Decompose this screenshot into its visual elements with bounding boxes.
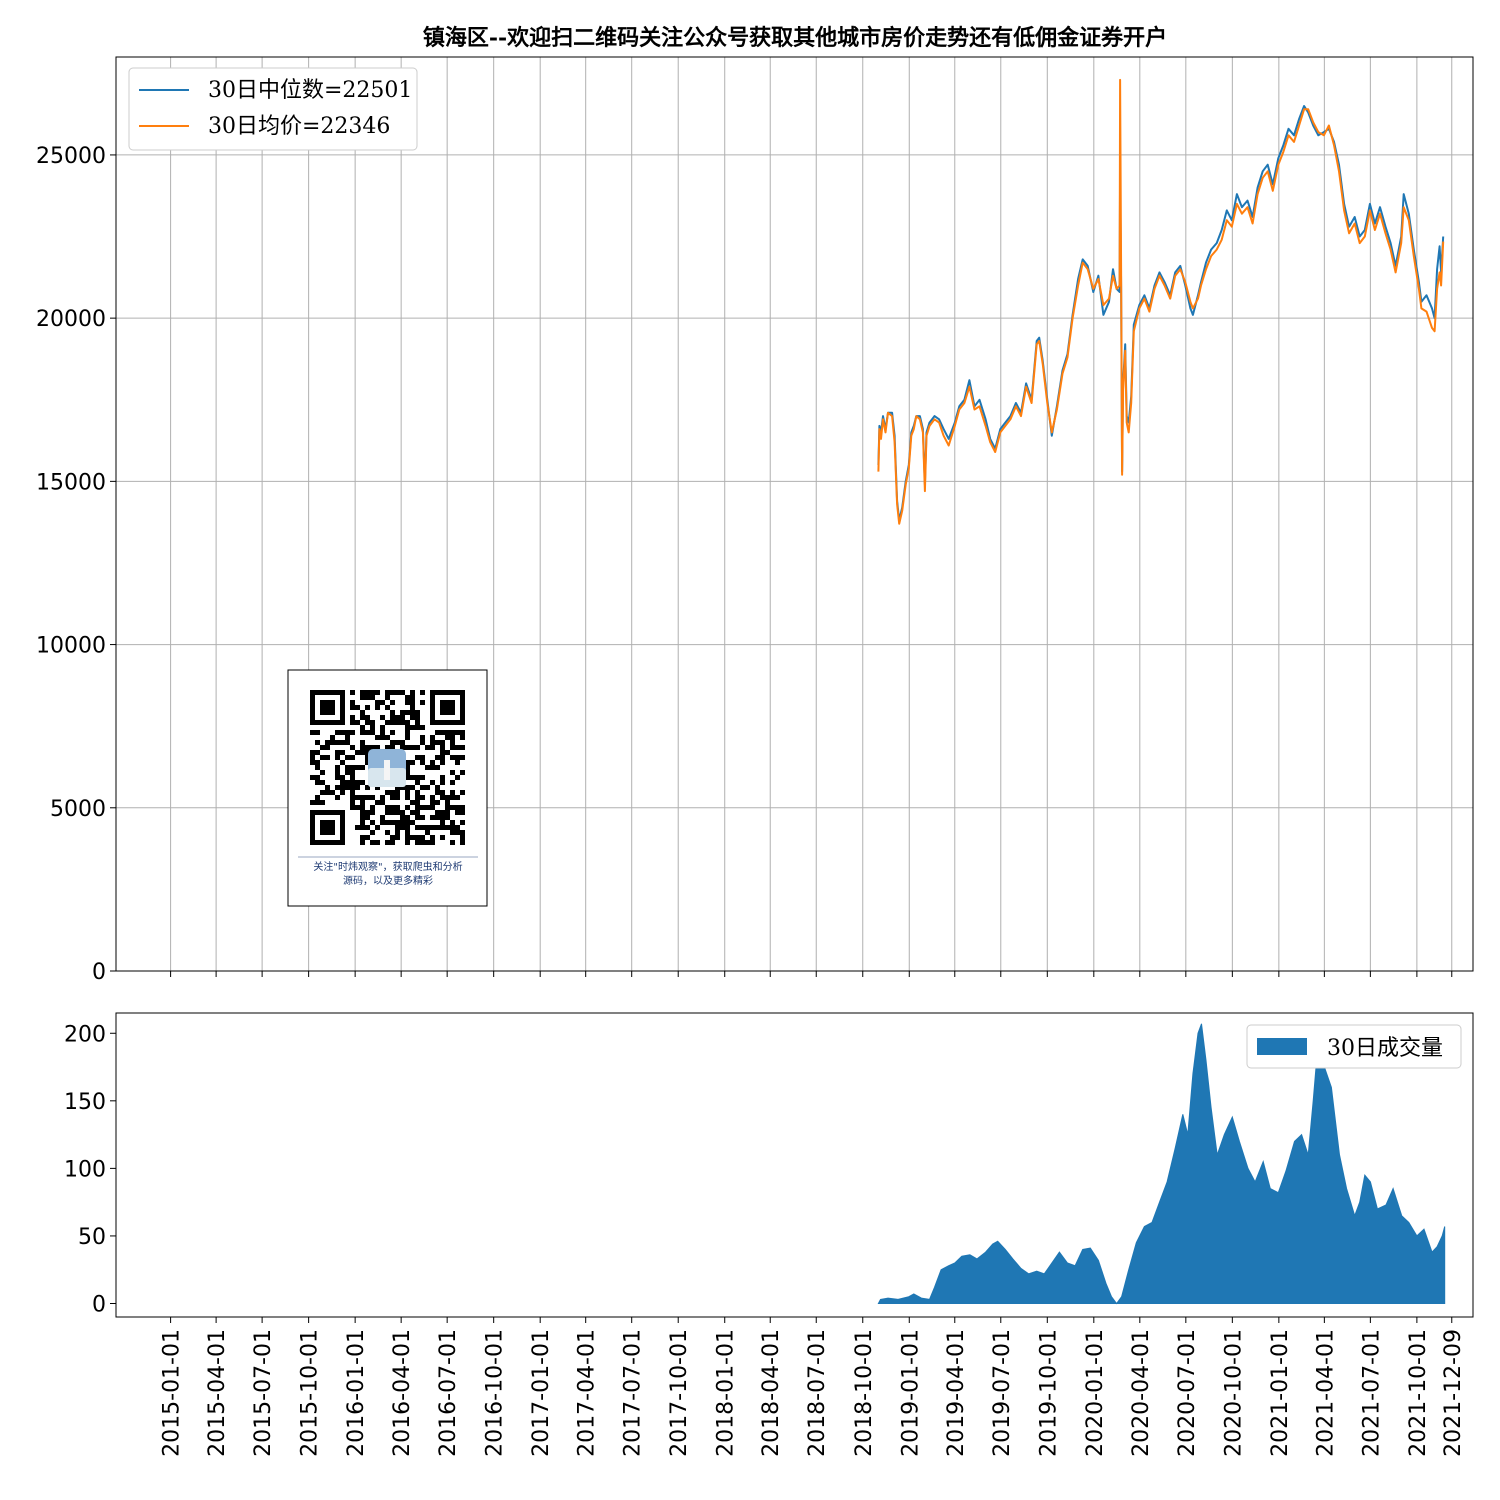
volume-x-tick-label: 2015-04-01 — [205, 1329, 230, 1457]
volume-x-tick-label: 2017-07-01 — [621, 1329, 646, 1457]
price-y-axis: 0 5000 10000 15000 20000 25000 — [36, 144, 116, 985]
volume-x-tick-label: 2017-04-01 — [575, 1329, 600, 1457]
price-y-tick-label: 25000 — [36, 144, 106, 169]
qr-caption-line2: 源码，以及更多精彩 — [343, 874, 433, 887]
volume-x-tick-label: 2021-10-01 — [1406, 1329, 1431, 1457]
qr-code-icon — [310, 690, 465, 845]
price-x-ticks — [170, 971, 1453, 977]
volume-area — [877, 1023, 1446, 1305]
price-series — [877, 78, 1445, 525]
volume-legend: 30日成交量 — [1246, 1024, 1462, 1069]
legend-box — [128, 67, 418, 151]
price-y-tick-label: 5000 — [50, 797, 106, 822]
volume-x-tick-label: 2019-10-01 — [1036, 1329, 1061, 1457]
volume-x-tick-label: 2018-07-01 — [805, 1329, 830, 1457]
volume-x-tick-label: 2020-04-01 — [1129, 1329, 1154, 1457]
price-plot-frame — [115, 56, 1474, 972]
volume-x-tick-label: 2019-04-01 — [944, 1329, 969, 1457]
volume-x-tick-label: 2021-07-01 — [1359, 1329, 1384, 1457]
volume-x-tick-label: 2018-01-01 — [714, 1329, 739, 1457]
volume-x-tick-label: 2020-01-01 — [1083, 1329, 1108, 1457]
volume-x-tick-label: 2020-10-01 — [1221, 1329, 1246, 1457]
volume-x-tick-label: 2018-10-01 — [852, 1329, 877, 1457]
legend-median-label: 30日中位数=22501 — [208, 78, 412, 103]
legend-average-label: 30日均价=22346 — [208, 114, 390, 139]
volume-x-tick-label: 2016-07-01 — [436, 1329, 461, 1457]
volume-x-tick-label: 2018-04-01 — [759, 1329, 784, 1457]
volume-y-tick-label: 200 — [64, 1022, 106, 1047]
price-legend: 30日中位数=22501 30日均价=22346 — [128, 67, 418, 151]
volume-legend-box — [1246, 1024, 1462, 1069]
volume-x-tick-label: 2017-10-01 — [667, 1329, 692, 1457]
volume-y-tick-label: 100 — [64, 1157, 106, 1182]
volume-x-tick-label: 2019-07-01 — [990, 1329, 1015, 1457]
volume-x-tick-label: 2015-01-01 — [160, 1329, 185, 1457]
price-y-tick-label: 10000 — [36, 634, 106, 659]
volume-x-tick-label: 2017-01-01 — [529, 1329, 554, 1457]
volume-panel: 0 50 100 150 200 2015-01-01 2015-04-01 2015-07… — [64, 1012, 1474, 1457]
volume-x-tick-label: 2021-12-09 — [1441, 1329, 1466, 1457]
volume-y-tick-label: 150 — [64, 1090, 106, 1115]
qr-code-card: 关注"时炜观察"，获取爬虫和分析 源码，以及更多精彩 — [287, 669, 488, 907]
volume-y-tick-label: 0 — [92, 1292, 106, 1317]
average-price-line — [877, 78, 1445, 525]
volume-series — [877, 1023, 1446, 1305]
price-y-tick-label: 20000 — [36, 307, 106, 332]
volume-legend-swatch — [1257, 1038, 1307, 1055]
volume-y-tick-label: 50 — [78, 1225, 106, 1250]
qr-avatar-figure — [384, 760, 390, 780]
price-y-tick-label: 0 — [92, 960, 106, 985]
volume-x-tick-label: 2016-01-01 — [344, 1329, 369, 1457]
volume-plot-frame — [115, 1012, 1474, 1318]
volume-x-tick-label: 2021-01-01 — [1268, 1329, 1293, 1457]
price-panel: 0 5000 10000 15000 20000 25000 30日中位数=22501 3… — [36, 56, 1474, 985]
volume-x-axis: 2015-01-01 2015-04-01 2015-07-01 2015-10-01… — [160, 1317, 1466, 1457]
volume-x-tick-label: 2015-10-01 — [298, 1329, 323, 1457]
volume-x-tick-label: 2016-04-01 — [390, 1329, 415, 1457]
price-y-tick-label: 15000 — [36, 470, 106, 495]
volume-y-axis: 0 50 100 150 200 — [64, 1022, 116, 1317]
qr-caption-line1: 关注"时炜观察"，获取爬虫和分析 — [313, 860, 462, 873]
volume-x-tick-label: 2020-07-01 — [1175, 1329, 1200, 1457]
volume-x-tick-label: 2016-10-01 — [483, 1329, 508, 1457]
chart-title: 镇海区--欢迎扫二维码关注公众号获取其他城市房价走势还有低佣金证券开户 — [423, 25, 1167, 51]
volume-x-tick-label: 2019-01-01 — [898, 1329, 923, 1457]
volume-legend-label: 30日成交量 — [1327, 1036, 1443, 1061]
volume-x-tick-label: 2021-04-01 — [1313, 1329, 1338, 1457]
volume-x-tick-label: 2015-07-01 — [251, 1329, 276, 1457]
